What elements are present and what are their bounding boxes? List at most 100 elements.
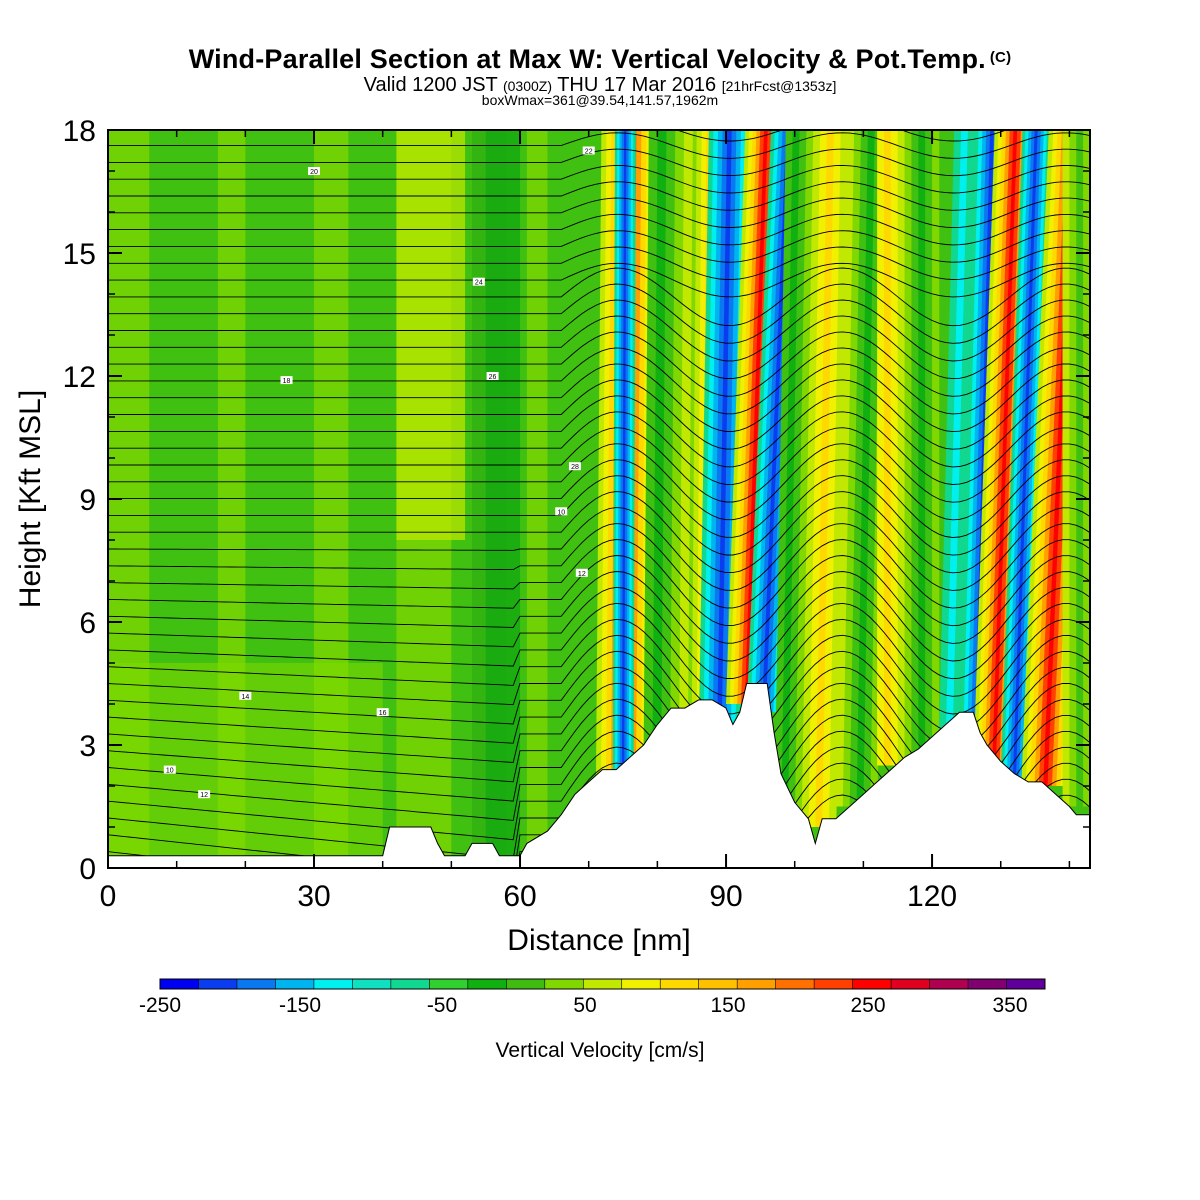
- velocity-band-segment: [761, 130, 791, 713]
- contour-label-bg: [308, 167, 321, 175]
- theta-contour: [108, 246, 1090, 280]
- terrain: [108, 683, 1090, 868]
- theta-contour: [108, 555, 1090, 644]
- velocity-band-segment: [849, 130, 869, 807]
- contour-label: 20: [310, 169, 318, 176]
- colorbar-cell: [583, 979, 623, 989]
- colorbar: -250 -150 -50 50 150 250 350: [139, 978, 1046, 1017]
- colorbar-cell: [313, 979, 353, 989]
- theta-contour: [108, 650, 1090, 750]
- contour-label: 26: [489, 374, 497, 381]
- velocity-band-segment: [600, 130, 612, 827]
- contour-label: 10: [557, 509, 565, 516]
- velocity-band-segment: [595, 130, 607, 827]
- velocity-band-segment: [707, 130, 723, 745]
- velocity-band-segment: [1012, 130, 1039, 778]
- field-band: [396, 130, 466, 540]
- colorbar-frame: [159, 978, 1046, 990]
- colorbar-cell: [198, 979, 238, 989]
- y-tick-label: 18: [63, 115, 96, 148]
- velocity-band-segment: [729, 130, 754, 704]
- contour-label-bg: [198, 790, 211, 799]
- colorbar-cell: [1006, 979, 1046, 989]
- velocity-band-segment: [952, 130, 976, 737]
- velocity-band-segment: [1062, 130, 1070, 807]
- theta-contour: [108, 181, 1090, 211]
- velocity-band-segment: [621, 130, 627, 786]
- y-axis-label: Height [Kft MSL]: [14, 390, 47, 608]
- velocity-band-segment: [1076, 130, 1084, 807]
- velocity-band-segment: [897, 130, 905, 766]
- contour-label: 24: [475, 280, 483, 287]
- velocity-band-segment: [938, 130, 962, 737]
- y-tick-label: 15: [63, 238, 96, 271]
- velocity-band-segment: [1009, 130, 1035, 778]
- colorbar-label: 350: [992, 994, 1027, 1017]
- velocity-band-segment: [1015, 130, 1042, 778]
- theta-contour: [108, 197, 1090, 229]
- velocity-band-segment: [698, 130, 714, 745]
- theta-contour: [675, 130, 1008, 142]
- theta-contour: [108, 411, 1090, 485]
- velocity-band-segment: [883, 130, 892, 766]
- velocity-band-segment: [678, 130, 694, 745]
- velocity-band-segment: [780, 130, 800, 827]
- colorbar-cell: [621, 979, 661, 989]
- velocity-band-segment: [794, 130, 814, 827]
- x-tick-label: 60: [503, 880, 536, 913]
- y-ticks: 0 3 6 9 12 15 18: [63, 115, 1090, 886]
- colorbar-label: 250: [850, 994, 885, 1017]
- colorbar-cell: [814, 979, 854, 989]
- velocity-band-segment: [635, 130, 647, 827]
- colorbar-label: -50: [427, 994, 457, 1017]
- theta-contour: [108, 379, 1090, 450]
- colorbar-cell: [506, 979, 546, 989]
- contour-label: 16: [379, 710, 387, 717]
- x-tick-label: 30: [297, 880, 330, 913]
- velocity-band-segment: [1030, 130, 1063, 786]
- velocity-band-segment: [842, 130, 862, 807]
- velocity-band-segment: [643, 130, 658, 745]
- contour-label-bg: [376, 708, 389, 717]
- velocity-band-segment: [712, 130, 728, 745]
- theta-contour: [108, 618, 1090, 715]
- velocity-band-segment: [716, 130, 733, 745]
- theta-contour: [108, 283, 1090, 344]
- velocity-band-segment: [758, 130, 787, 713]
- velocity-band-segment: [737, 130, 761, 704]
- velocity-band-segment: [612, 130, 618, 786]
- colorbar-label: -250: [139, 994, 181, 1017]
- velocity-band-segment: [959, 130, 979, 737]
- velocity-band-segment: [1019, 130, 1045, 778]
- valid-date: THU 17 Mar 2016: [557, 74, 717, 96]
- contour-label-bg: [163, 765, 176, 774]
- velocity-band-segment: [991, 130, 1018, 770]
- theta-contour: [108, 267, 1090, 327]
- theta-contour: [108, 347, 1090, 415]
- colorbar-cell: [352, 979, 392, 989]
- contour-label-bg: [486, 372, 499, 380]
- velocity-band-segment: [1025, 130, 1058, 786]
- contour-label: 12: [578, 571, 586, 578]
- x-tick-label: 90: [709, 880, 742, 913]
- colorbar-cell: [775, 979, 815, 989]
- colorbar-cell: [160, 979, 199, 989]
- theta-contour: [108, 148, 1090, 177]
- velocity-band-segment: [631, 130, 636, 786]
- contour-label-bg: [239, 691, 252, 700]
- x-ticks: 0 30 60 90 120: [100, 130, 1071, 913]
- velocity-band-segment: [918, 130, 926, 766]
- velocity-band-segment: [703, 130, 719, 745]
- x-tick-label: 120: [907, 880, 957, 913]
- velocity-band-segment: [1083, 130, 1090, 807]
- colorbar-cell: [429, 979, 469, 989]
- colorbar-cell: [390, 979, 430, 989]
- velocity-band-segment: [754, 130, 783, 713]
- y-tick-label: 9: [79, 484, 96, 517]
- contour-label-bg: [582, 146, 595, 155]
- colorbar-label: -150: [279, 994, 321, 1017]
- velocity-band-segment: [984, 130, 1011, 770]
- contour-label: 18: [283, 378, 291, 385]
- theta-contour: [108, 491, 1090, 574]
